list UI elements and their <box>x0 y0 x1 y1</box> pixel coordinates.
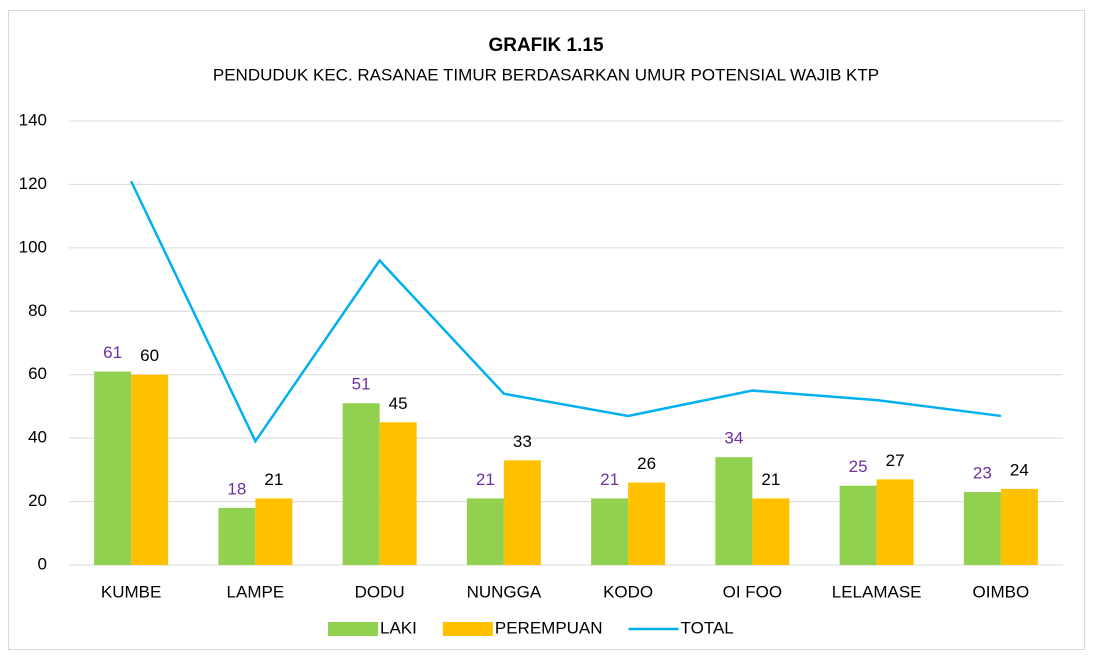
data-label: 21 <box>600 470 619 489</box>
chart-title: GRAFIK 1.15 <box>488 35 604 56</box>
data-label: 21 <box>476 470 495 489</box>
bar <box>379 422 417 565</box>
data-label: 61 <box>103 343 122 362</box>
y-tick-label: 80 <box>28 301 47 320</box>
bar <box>466 498 504 565</box>
bar <box>1000 488 1038 565</box>
data-label: 33 <box>513 432 532 451</box>
legend-swatch <box>328 622 378 636</box>
y-tick-label: 140 <box>19 110 47 129</box>
x-tick-label: LAMPE <box>227 582 285 601</box>
bar <box>628 482 666 565</box>
y-tick-label: 120 <box>19 174 47 193</box>
x-tick-label: OIMBO <box>973 582 1030 601</box>
y-tick-label: 100 <box>19 237 47 256</box>
data-label: 27 <box>886 451 905 470</box>
data-label: 25 <box>849 457 868 476</box>
chart-frame <box>8 10 1085 650</box>
chart-subtitle: PENDUDUK KEC. RASANAE TIMUR BERDASARKAN … <box>213 65 879 84</box>
data-label: 60 <box>140 346 159 365</box>
bar <box>218 507 256 565</box>
bar <box>94 371 132 565</box>
y-tick-label: 0 <box>38 554 47 573</box>
x-tick-label: KODO <box>603 582 653 601</box>
bar <box>131 374 169 565</box>
data-label: 18 <box>227 479 246 498</box>
bar <box>876 479 914 565</box>
legend-swatch <box>442 622 493 636</box>
x-tick-label: DODU <box>355 582 405 601</box>
x-tick-label: LELAMASE <box>832 582 922 601</box>
legend-label: LAKI <box>380 618 417 637</box>
data-label: 34 <box>724 429 743 448</box>
x-tick-label: NUNGGA <box>467 582 542 601</box>
data-label: 21 <box>264 470 283 489</box>
legend-label: TOTAL <box>681 618 734 637</box>
bar <box>255 498 293 565</box>
bar <box>752 498 790 565</box>
legend-label: PEREMPUAN <box>495 618 603 637</box>
bar <box>503 460 541 565</box>
x-tick-label: KUMBE <box>101 582 161 601</box>
data-label: 26 <box>637 454 656 473</box>
y-tick-label: 60 <box>28 364 47 383</box>
data-label: 23 <box>973 464 992 483</box>
data-label: 24 <box>1010 460 1029 479</box>
bar <box>342 403 380 565</box>
x-tick-label: OI FOO <box>723 582 783 601</box>
data-label: 51 <box>352 375 371 394</box>
line <box>129 180 1002 444</box>
y-tick-label: 20 <box>28 491 47 510</box>
bar <box>591 498 629 565</box>
bar <box>839 485 877 565</box>
bar <box>963 492 1001 565</box>
data-label: 45 <box>389 394 408 413</box>
y-tick-label: 40 <box>28 428 47 447</box>
bar <box>715 457 753 565</box>
data-label: 21 <box>761 470 780 489</box>
